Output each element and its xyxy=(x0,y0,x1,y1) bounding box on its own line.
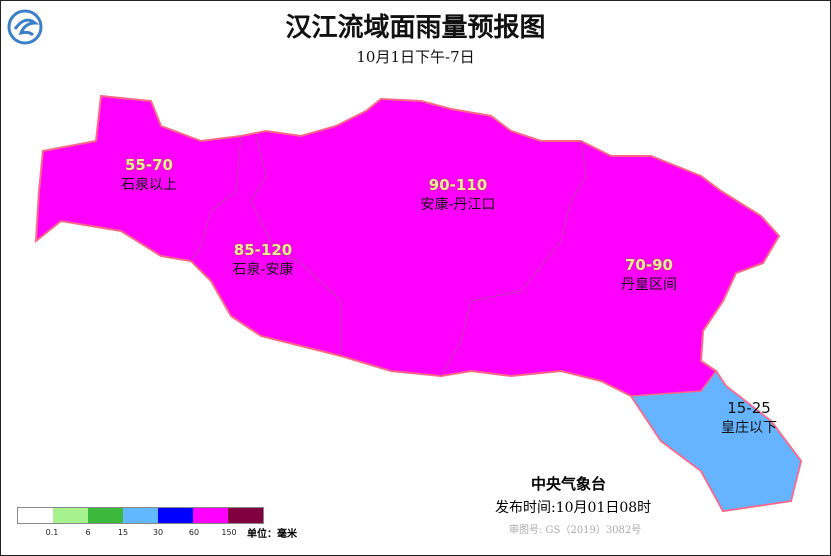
legend-swatch xyxy=(228,508,263,523)
legend-swatch xyxy=(193,508,228,523)
legend-swatch xyxy=(53,508,88,523)
legend-swatch xyxy=(123,508,158,523)
approval-number: 审图号: GS（2019）3082号 xyxy=(509,525,642,536)
basin-outline xyxy=(34,94,803,513)
region-label: 85-120 石泉-安康 xyxy=(232,241,294,278)
region-boundaries xyxy=(190,135,587,377)
region-huangzhuang-below xyxy=(629,369,802,512)
region-label: 70-90 丹皇区间 xyxy=(621,256,677,293)
issue-time: 发布时间:10月01日08时 xyxy=(495,500,652,516)
color-legend xyxy=(17,507,264,524)
legend-unit: 单位：毫米 xyxy=(247,529,297,540)
legend-swatch xyxy=(88,508,123,523)
region-label: 15-25 皇庄以下 xyxy=(721,399,777,436)
agency-name: 中央气象台 xyxy=(531,475,607,493)
legend-swatch xyxy=(158,508,193,523)
map-title: 汉江流域面雨量预报图 xyxy=(285,13,546,43)
legend-swatch xyxy=(18,508,53,523)
region-label: 90-110 安康-丹江口 xyxy=(420,176,496,213)
cma-logo-icon xyxy=(7,9,43,45)
map-subtitle: 10月1日下午-7日 xyxy=(356,48,475,66)
region-label: 55-70 石泉以上 xyxy=(121,156,177,193)
